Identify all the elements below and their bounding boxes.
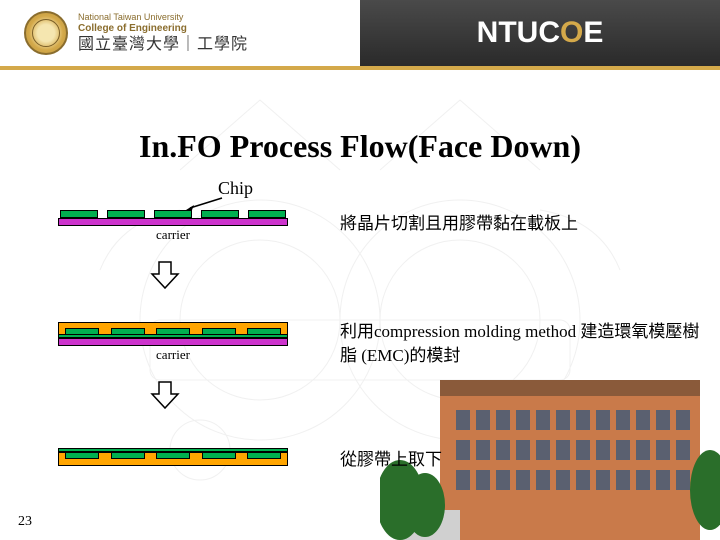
ntu-seal-icon bbox=[24, 11, 68, 55]
coe-e: E bbox=[583, 16, 603, 50]
page-number: 23 bbox=[18, 514, 32, 530]
header-left: National Taiwan University College of En… bbox=[0, 0, 360, 66]
header: National Taiwan University College of En… bbox=[0, 0, 720, 66]
coe-o-gold: O bbox=[560, 16, 583, 50]
chip-block bbox=[156, 328, 190, 334]
carrier-label: carrier bbox=[58, 227, 288, 243]
coe-c: C bbox=[538, 16, 560, 50]
chip-block bbox=[202, 453, 236, 459]
carrier-label: carrier bbox=[58, 347, 288, 363]
step-3-desc: 從膠帶上取下 bbox=[340, 448, 442, 472]
chip-block bbox=[248, 210, 286, 218]
chip-arrow-icon bbox=[186, 196, 224, 210]
chip-block bbox=[60, 210, 98, 218]
emc-layer bbox=[58, 452, 288, 466]
embedded-chips bbox=[59, 328, 287, 334]
chip-block bbox=[107, 210, 145, 218]
carrier-bar bbox=[58, 218, 288, 226]
chips-row bbox=[58, 210, 288, 218]
ntu-text: NTU bbox=[477, 16, 539, 50]
chip-block bbox=[201, 210, 239, 218]
chip-block bbox=[111, 453, 145, 459]
header-text-block: National Taiwan University College of En… bbox=[78, 13, 248, 53]
college-name-en: College of Engineering bbox=[78, 23, 248, 34]
diagram-step-1: carrier bbox=[58, 210, 288, 243]
diagram-step-3 bbox=[58, 448, 288, 466]
carrier-bar bbox=[58, 338, 288, 346]
header-right: NTU COE bbox=[360, 0, 720, 66]
down-arrow-icon bbox=[150, 260, 180, 290]
emc-layer bbox=[58, 322, 288, 334]
chip-block bbox=[65, 453, 99, 459]
univ-name-en: National Taiwan University bbox=[78, 13, 248, 23]
chip-block bbox=[156, 453, 190, 459]
college-name-zh: 國立臺灣大學｜工學院 bbox=[78, 36, 248, 54]
chip-block bbox=[247, 453, 281, 459]
header-divider bbox=[0, 66, 720, 70]
building-illustration bbox=[380, 340, 720, 540]
chip-block bbox=[111, 328, 145, 334]
chip-block bbox=[202, 328, 236, 334]
step-1-desc: 將晶片切割且用膠帶黏在載板上 bbox=[340, 212, 578, 236]
step-2-desc: 利用compression molding method 建造環氧模壓樹脂 (E… bbox=[340, 320, 705, 368]
chip-block bbox=[154, 210, 192, 218]
chip-block bbox=[65, 328, 99, 334]
diagram-step-2: carrier bbox=[58, 322, 288, 363]
embedded-chips bbox=[59, 453, 287, 459]
page-title: In.FO Process Flow(Face Down) bbox=[0, 128, 720, 165]
chip-block bbox=[247, 328, 281, 334]
down-arrow-icon bbox=[150, 380, 180, 410]
